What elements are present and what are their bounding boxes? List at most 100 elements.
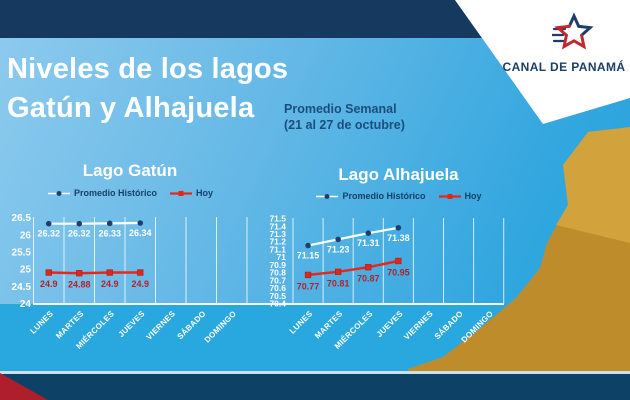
data-point-label: 26.33 [98, 228, 121, 238]
data-point-label: 24.9 [131, 279, 149, 289]
data-point-label: 26.34 [129, 228, 152, 238]
data-point-marker [334, 268, 342, 275]
y-tick-label: 70.6 [269, 283, 286, 293]
data-point-marker [137, 220, 144, 226]
data-point-marker [395, 224, 402, 231]
data-point-marker [45, 220, 52, 227]
series-hoy: 70.77 70.81 70.87 70.95 [297, 257, 410, 291]
data-point-marker [365, 230, 372, 236]
data-point-marker [137, 269, 144, 276]
logo-text: CANAL DE PANAMÁ [502, 60, 626, 74]
legend-label: Promedio Histórico [342, 191, 426, 201]
data-point-label: 70.77 [297, 281, 320, 291]
data-point-label: 24.9 [40, 279, 58, 289]
y-tick-label: 71.1 [269, 244, 286, 254]
data-point-marker [45, 269, 52, 276]
day-label: LUNES [288, 309, 315, 336]
data-point-label: 71.23 [327, 244, 350, 254]
footer-separator [0, 371, 630, 374]
data-point-marker [106, 269, 113, 276]
canal-de-panama-star-icon [552, 12, 594, 50]
data-point-label: 24.9 [101, 279, 119, 289]
x-axis-baseline [33, 303, 504, 305]
legend-lago-alhajuela: Promedio Histórico Hoy [293, 191, 504, 201]
y-tick-label: 70.8 [269, 268, 286, 278]
legend-item: Hoy [438, 191, 482, 201]
y-tick-label: 24.5 [12, 282, 32, 293]
subtitle: Promedio Semanal (21 al 27 de octubre) [284, 101, 405, 133]
data-point-label: 71.38 [387, 233, 410, 243]
legend-item: Promedio Histórico [47, 188, 157, 198]
y-axis-ticks: 26.5 26 25.5 25 24.5 24 [12, 213, 32, 310]
series-hoy: 24.9 24.88 24.9 24.9 [40, 269, 149, 290]
day-label: MARTES [54, 309, 86, 341]
lago-alhajuela-plot: 71.571.471.371.271.17170.970.870.770.670… [269, 214, 505, 351]
y-tick-label: 26.5 [12, 213, 32, 224]
chart-title-lago-gatun: Lago Gatún [82, 161, 178, 180]
day-label: DOMINGO [460, 309, 496, 345]
data-point-label: 26.32 [68, 229, 91, 239]
y-tick-label: 70.5 [269, 291, 286, 301]
page-title-line1: Niveles de los lagos [7, 53, 289, 85]
data-point-marker [76, 270, 83, 277]
data-point-label: 71.31 [357, 238, 380, 248]
data-point-marker [305, 242, 311, 249]
data-point-label: 26.32 [37, 229, 60, 239]
day-label: VIERNES [144, 309, 177, 342]
day-label: LUNES [29, 309, 56, 336]
y-tick-label: 70.9 [269, 260, 286, 270]
data-point-label: 70.81 [327, 278, 350, 288]
top-banner [0, 0, 482, 38]
data-point-marker [365, 264, 372, 271]
day-label: SÁBADO [176, 309, 208, 341]
subtitle-line1: Promedio Semanal [284, 102, 397, 116]
legend-series-swatch-icon [438, 193, 461, 199]
y-tick-label: 71.3 [269, 229, 286, 239]
data-point-label: 70.95 [387, 268, 410, 278]
chart-title-lago-alhajuela: Lago Alhajuela [338, 165, 459, 184]
day-label: JUEVES [375, 309, 405, 339]
y-tick-label: 71.5 [269, 214, 286, 224]
day-label: JUEVES [117, 309, 147, 339]
footer-bar [0, 374, 630, 400]
y-tick-label: 71.2 [269, 237, 286, 247]
day-label: DOMINGO [203, 309, 239, 345]
legend-label: Hoy [464, 191, 482, 201]
y-tick-label: 70.7 [269, 275, 286, 285]
data-point-marker [395, 257, 402, 265]
legend-item: Hoy [169, 188, 213, 198]
day-label: MARTES [313, 309, 345, 341]
y-tick-label: 71.4 [269, 221, 286, 231]
y-tick-label: 24 [20, 299, 32, 310]
page-title: Niveles de los lagos Gatún y Alhajuela [7, 50, 288, 128]
y-tick-label: 25 [20, 265, 32, 276]
subtitle-line2: (21 al 27 de octubre) [284, 118, 405, 132]
data-point-label: 71.15 [297, 251, 320, 261]
y-tick-label: 25.5 [12, 248, 32, 259]
gridlines [292, 218, 505, 304]
legend-label: Hoy [196, 188, 214, 198]
legend-label: Promedio Histórico [73, 188, 157, 198]
series-promedio-historico: 26.32 26.32 26.33 26.34 [37, 220, 152, 239]
y-tick-label: 26 [20, 230, 32, 241]
y-tick-label: 70.4 [269, 299, 286, 309]
legend-item: Promedio Histórico [315, 191, 426, 201]
y-axis-ticks: 71.571.471.371.271.17170.970.870.770.670… [269, 214, 286, 309]
y-tick-label: 71 [277, 252, 287, 262]
data-point-marker [106, 220, 113, 227]
data-point-label: 70.87 [357, 274, 380, 284]
legend-series-swatch-icon [316, 193, 339, 199]
day-label: VIERNES [402, 309, 435, 342]
gridlines [33, 217, 248, 304]
legend-lago-gatun: Promedio Histórico Hoy [23, 188, 237, 198]
data-point-marker [335, 236, 341, 243]
data-point-marker [76, 220, 83, 227]
page-title-line2: Gatún y Alhajuela [7, 92, 255, 124]
legend-series-swatch-icon [170, 190, 192, 196]
data-point-label: 24.88 [68, 280, 91, 290]
legend-series-swatch-icon [47, 190, 70, 196]
